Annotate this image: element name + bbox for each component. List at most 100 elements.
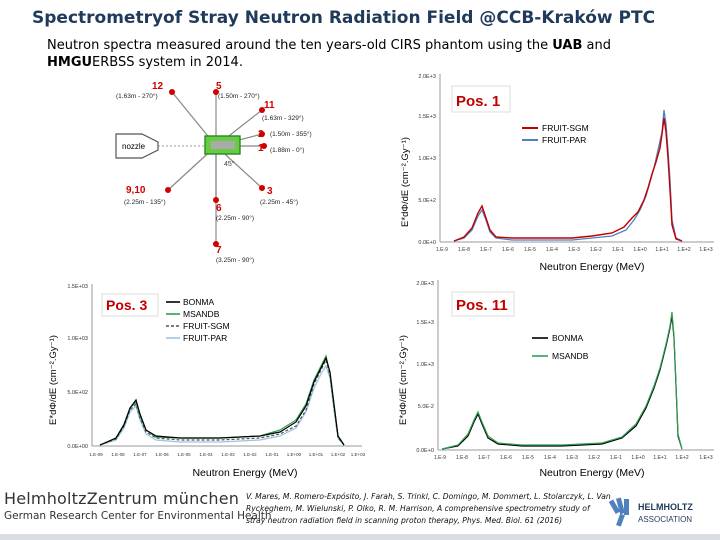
- logo-main-text: HelmholtzZentrum münchen: [4, 489, 240, 508]
- subtitle-uab: UAB: [552, 38, 583, 53]
- pos3-legend-msandb: MSANDB: [183, 309, 220, 319]
- title-part1: Spectrometry: [32, 8, 164, 28]
- pos1-xlabel: Neutron Energy (MeV): [539, 261, 644, 273]
- pos3-ytick: 0.0E+00: [67, 444, 88, 450]
- pos11-xtick: 1.E-2: [588, 455, 600, 461]
- pos3-xtick: 1.E-01: [265, 452, 279, 457]
- subtitle-line2: ERBSS system in 2014.: [92, 55, 243, 70]
- pos1-xtick: 1.E-8: [458, 247, 470, 253]
- pos11-panel-label: Pos. 11: [456, 297, 508, 314]
- pos3-panel-label: Pos. 3: [106, 297, 147, 313]
- pos11-ytick: 1.0E+3: [416, 362, 434, 368]
- pos1-xtick: 1.E-9: [436, 247, 448, 253]
- subtitle-hmgu: HMGU: [47, 55, 93, 70]
- pos3-xtick: 1.E-06: [155, 452, 169, 457]
- pos11-xtick: 1.E-3: [566, 455, 578, 461]
- pos1-xtick: 1.E+0: [633, 247, 646, 253]
- pos11-ytick: 5.0E-2: [418, 404, 434, 410]
- pos3-xtick: 1.E-04: [199, 452, 213, 457]
- pos1-xtick: 1.E-3: [568, 247, 580, 253]
- pos-5-num: 5: [216, 81, 222, 92]
- pos11-xtick: 1.E+2: [675, 455, 688, 461]
- pos11-xtick: 1.E-1: [610, 455, 622, 461]
- pos-12-num: 12: [152, 81, 164, 92]
- pos-9-10-desc: (2.25m - 135°): [124, 198, 166, 206]
- pos-7-num: 7: [216, 245, 222, 256]
- pos11-ytick: 0.0E+0: [416, 448, 434, 454]
- pos1-xtick: 1.E-6: [502, 247, 514, 253]
- chart-pos1: E*dΦ/dE (cm⁻².Gy⁻¹) 0.0E+0 5.0E+2 1.0E+3…: [400, 74, 714, 273]
- subtitle-and: and: [582, 38, 611, 53]
- title-part2: of Stray Neutron Radiation Field @: [163, 8, 497, 28]
- pos-3-desc: (2.25m - 45°): [260, 198, 298, 206]
- pos1-panel-label: Pos. 1: [456, 93, 500, 110]
- pos3-ytick: 1.0E+03: [67, 336, 88, 342]
- pos11-legend-bonma: BONMA: [552, 333, 584, 343]
- pos3-xtick: 1.E-08: [111, 452, 125, 457]
- pos1-xtick: 1.E-4: [546, 247, 558, 253]
- pos3-xtick: 1.E+01: [309, 452, 324, 457]
- pos11-ylabel: E*dΦ/dE (cm⁻².Gy⁻¹): [398, 335, 409, 425]
- pos3-xlabel: Neutron Energy (MeV): [192, 467, 297, 479]
- slide-title: Spectrometryof Stray Neutron Radiation F…: [32, 8, 712, 28]
- pos-6-desc: (2.25m - 90°): [216, 214, 254, 222]
- pos3-xtick: 1.E-07: [133, 452, 147, 457]
- chart-pos11: E*dΦ/dE (cm⁻².Gy⁻¹) 0.0E+0 5.0E-2 1.0E+3…: [398, 280, 714, 479]
- pos3-series-par: [99, 364, 345, 446]
- pos3-series-bonma: [99, 356, 345, 446]
- pos11-xtick: 1.E-6: [500, 455, 512, 461]
- pos3-ytick: 5.0E+02: [67, 390, 88, 396]
- helmholtz-association-logo: HELMHOLTZ ASSOCIATION: [608, 497, 693, 527]
- pos1-legend-sgm: FRUIT-SGM: [542, 123, 589, 133]
- pos3-legend-sgm: FRUIT-SGM: [183, 321, 230, 331]
- citation-text: V. Mares, M. Romero-Expósito, J. Farah, …: [246, 492, 611, 525]
- pos1-xtick: 1.E+3: [699, 247, 712, 253]
- pos1-xtick: 1.E-1: [612, 247, 624, 253]
- pos11-legend-msandb: MSANDB: [552, 351, 589, 361]
- pos1-ytick: 1.0E+3: [418, 156, 436, 162]
- pos11-xtick: 1.E-4: [544, 455, 556, 461]
- pos3-xtick: 1.E+03: [351, 452, 366, 457]
- hz-logo-line2: ASSOCIATION: [638, 515, 692, 524]
- pos11-xtick: 1.E-8: [456, 455, 468, 461]
- pos11-ytick: 2.0E+3: [416, 281, 434, 287]
- pos1-ytick: 5.0E+2: [418, 198, 436, 204]
- pos3-legend-bonma: BONMA: [183, 297, 215, 307]
- subtitle-text: Neutron spectra measured around the ten …: [47, 38, 553, 53]
- hz-logo-line1: HELMHOLTZ: [638, 502, 693, 512]
- pos-1-desc: (1.88m - 0°): [270, 146, 304, 154]
- chart-pos3: E*dΦ/dE (cm⁻².Gy⁻¹) 0.0E+00 5.0E+02 1.0E…: [48, 284, 366, 479]
- pos3-legend-par: FRUIT-PAR: [183, 333, 227, 343]
- pos-6-num: 6: [216, 203, 222, 214]
- slide-subtitle: Neutron spectra measured around the ten …: [47, 37, 707, 71]
- pos3-ylabel: E*dΦ/dE (cm⁻².Gy⁻¹): [48, 335, 59, 425]
- pos1-xtick: 1.E-5: [524, 247, 536, 253]
- positions-diagram: nozzle 45° 12 5 11 2 1 9,10 3 6 7 (1.63m…: [115, 81, 312, 264]
- pos3-xtick: 1.E-02: [243, 452, 257, 457]
- angle-label: 45°: [224, 160, 235, 168]
- pos-2-desc: (1.50m - 355°): [270, 130, 312, 138]
- pos3-xtick: 1.E-03: [221, 452, 235, 457]
- pos3-xtick: 1.E+02: [331, 452, 346, 457]
- pos-7-desc: (3.25m - 90°): [216, 256, 254, 264]
- pos3-xtick: 1.E-05: [177, 452, 191, 457]
- pos-1-num: 1: [258, 143, 264, 154]
- pos-12-desc: (1.63m - 270°): [116, 92, 158, 100]
- pos11-xtick: 1.E+1: [653, 455, 666, 461]
- pos1-ylabel: E*dΦ/dE (cm⁻².Gy⁻¹): [400, 137, 411, 227]
- pos11-xtick: 1.E-7: [478, 455, 490, 461]
- title-part3: CCB-Kraków PTC: [496, 8, 656, 28]
- pos1-legend-par: FRUIT-PAR: [542, 135, 586, 145]
- pos-9-10-num: 9,10: [126, 185, 146, 196]
- pos-11-num: 11: [264, 100, 275, 111]
- pos3-ytick: 1.5E+03: [67, 284, 88, 290]
- pos1-xtick: 1.E+2: [677, 247, 690, 253]
- pos3-xtick: 1.E+00: [287, 452, 302, 457]
- pos1-ytick: 0.0E+0: [418, 240, 436, 246]
- pos-2-num: 2: [258, 129, 264, 140]
- pos1-xtick: 1.E-2: [590, 247, 602, 253]
- pos11-series-msandb: [441, 311, 683, 450]
- pos1-ytick: 1.5E+3: [418, 114, 436, 120]
- pos1-xtick: 1.E-7: [480, 247, 492, 253]
- pos1-xtick: 1.E+1: [655, 247, 668, 253]
